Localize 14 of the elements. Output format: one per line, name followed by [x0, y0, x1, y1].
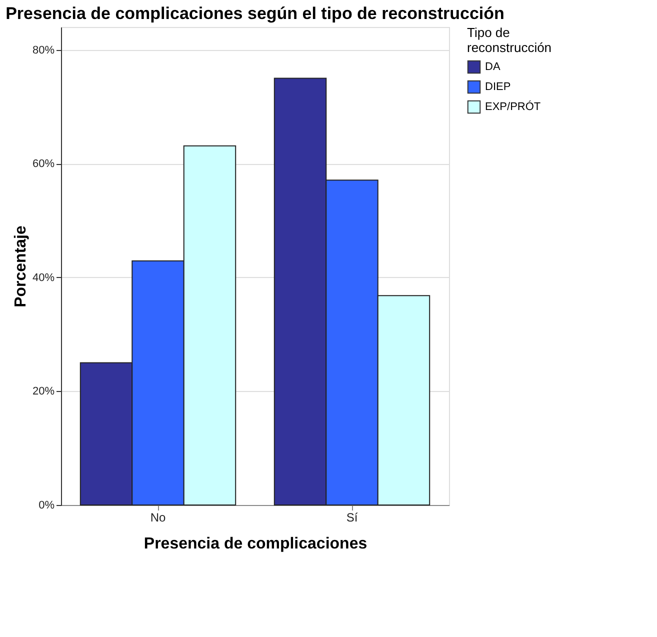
y-tick-label: 60% [32, 158, 55, 170]
y-tick-label: 0% [38, 500, 55, 512]
x-tick-label: Sí [346, 510, 358, 524]
x-tick-label: No [150, 510, 166, 524]
legend-label: DIEP [485, 81, 511, 93]
legend-title: Tipo de reconstrucción [467, 25, 552, 55]
y-tick-label: 20% [32, 386, 55, 398]
y-tick-label: 40% [32, 272, 55, 284]
y-axis-title: Porcentaje [12, 225, 30, 308]
y-tick-label: 80% [32, 44, 55, 56]
legend-label: DA [485, 61, 501, 73]
x-axis-title: Presencia de complicaciones [144, 536, 368, 552]
chart-title: Presencia de complicaciones según el tipo de reconstrucción [6, 4, 504, 23]
legend-label: EXP/PRÓT [485, 100, 541, 113]
